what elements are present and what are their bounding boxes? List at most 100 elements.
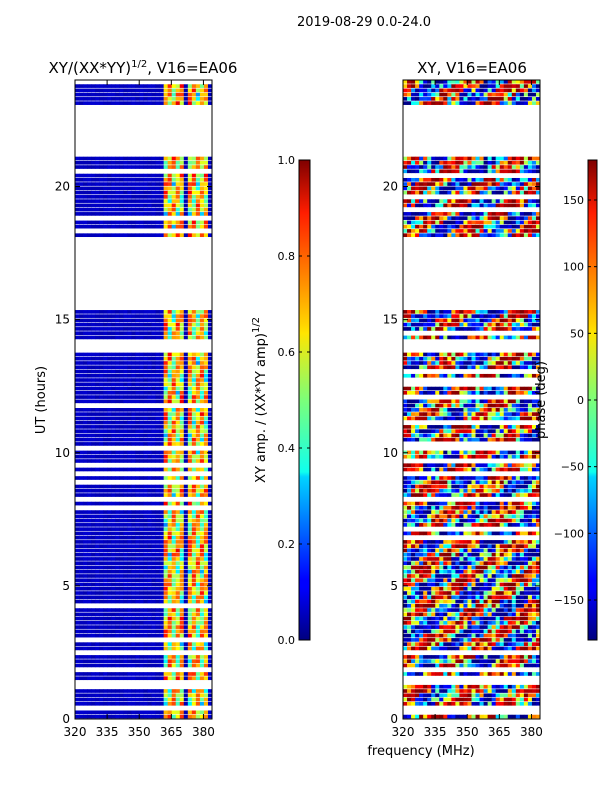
heatmap-cell (119, 548, 124, 553)
heatmap-cell (87, 552, 92, 557)
heatmap-cell (103, 659, 108, 664)
heatmap-cell (139, 318, 144, 323)
heatmap-cell (119, 595, 124, 600)
heatmap-cell (511, 169, 517, 174)
heatmap-cell (499, 80, 505, 84)
heatmap-cell (135, 493, 140, 497)
heatmap-cell (155, 195, 161, 199)
heatmap-cell (487, 177, 493, 182)
heatmap-cell (183, 429, 189, 433)
heatmap-cell (139, 361, 144, 365)
heatmap-cell (131, 416, 136, 421)
heatmap-cell (143, 416, 148, 421)
heatmap-cell (451, 84, 456, 88)
heatmap-cell (487, 220, 493, 225)
heatmap-cell (179, 655, 185, 659)
heatmap-cell (423, 97, 428, 101)
heatmap-cell (447, 335, 452, 340)
heatmap-cell (531, 203, 537, 208)
amplitude-colorbar-ticks: 0.00.20.40.60.81.0 (278, 154, 310, 647)
heatmap-cell (191, 476, 197, 480)
heatmap-cell (183, 322, 189, 327)
heatmap-cell (131, 616, 136, 621)
heatmap-cell (203, 382, 209, 387)
heatmap-cell (187, 676, 193, 681)
heatmap-cell (103, 429, 108, 433)
heatmap-cell (503, 318, 509, 323)
heatmap-cell (535, 327, 541, 331)
heatmap-cell (167, 318, 173, 323)
heatmap-cell (451, 203, 456, 208)
heatmap-cell (463, 322, 468, 327)
heatmap-cell (203, 621, 209, 625)
heatmap-cell (75, 356, 80, 361)
heatmap-cell (115, 450, 120, 455)
heatmap-cell (163, 182, 169, 186)
heatmap-cell (423, 335, 428, 340)
heatmap-cell (471, 220, 476, 225)
heatmap-cell (183, 659, 189, 664)
heatmap-cell (135, 544, 140, 548)
heatmap-cell (535, 84, 541, 88)
heatmap-cell (143, 314, 148, 318)
heatmap-cell (195, 314, 201, 318)
heatmap-cell (487, 186, 493, 191)
heatmap-cell (87, 676, 92, 681)
heatmap-cell (439, 356, 444, 361)
heatmap-cell (159, 578, 165, 583)
heatmap-cell (467, 165, 472, 169)
heatmap-cell (127, 88, 132, 93)
heatmap-cell (127, 501, 132, 506)
heatmap-cell (131, 646, 136, 651)
heatmap-cell (199, 454, 205, 459)
heatmap-cell (451, 182, 456, 186)
heatmap-cell (531, 335, 537, 340)
heatmap-cell (511, 386, 517, 391)
heatmap-cell (455, 101, 460, 105)
heatmap-cell (111, 101, 116, 105)
heatmap-cell (151, 88, 156, 93)
heatmap-cell (475, 216, 480, 220)
heatmap-cell (459, 356, 464, 361)
heatmap-cell (83, 314, 88, 318)
heatmap-cell (167, 459, 173, 463)
heatmap-cell (155, 361, 161, 365)
heatmap-cell (187, 420, 193, 425)
heatmap-cell (415, 101, 420, 105)
heatmap-cell (155, 160, 161, 165)
heatmap-cell (439, 203, 444, 208)
heatmap-cell (415, 429, 420, 433)
heatmap-cell (139, 544, 144, 548)
heatmap-cell (479, 177, 484, 182)
heatmap-cell (159, 92, 165, 97)
heatmap-cell (427, 97, 432, 101)
heatmap-cell (115, 501, 120, 506)
heatmap-cell (455, 437, 460, 442)
heatmap-cell (479, 352, 484, 357)
heatmap-cell (447, 429, 452, 433)
heatmap-cell (407, 224, 412, 229)
heatmap-cell (131, 676, 136, 681)
heatmap-cell (179, 467, 185, 472)
heatmap-cell (523, 220, 529, 225)
heatmap-cell (199, 322, 205, 327)
heatmap-cell (155, 186, 161, 191)
heatmap-cell (451, 233, 456, 238)
heatmap-cell (127, 484, 132, 489)
heatmap-cell (207, 459, 213, 463)
heatmap-cell (111, 442, 116, 446)
heatmap-cell (487, 169, 493, 174)
heatmap-cell (155, 454, 161, 459)
heatmap-cell (535, 160, 541, 165)
heatmap-cell (507, 84, 513, 88)
heatmap-cell (471, 352, 476, 357)
heatmap-cell (455, 182, 460, 186)
heatmap-cell (195, 399, 201, 404)
heatmap-cell (139, 552, 144, 557)
heatmap-cell (483, 327, 489, 331)
heatmap-cell (163, 373, 169, 378)
heatmap-cell (483, 224, 489, 229)
heatmap-cell (467, 386, 472, 391)
heatmap-cell (107, 586, 112, 591)
heatmap-cell (111, 655, 116, 659)
